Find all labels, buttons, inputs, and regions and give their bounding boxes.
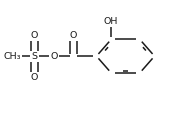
Text: O: O: [50, 52, 58, 61]
Text: O: O: [70, 31, 77, 40]
Text: S: S: [32, 52, 38, 61]
Text: O: O: [31, 31, 38, 40]
Text: O: O: [31, 73, 38, 82]
Text: CH₃: CH₃: [4, 52, 21, 61]
Text: OH: OH: [104, 17, 118, 26]
